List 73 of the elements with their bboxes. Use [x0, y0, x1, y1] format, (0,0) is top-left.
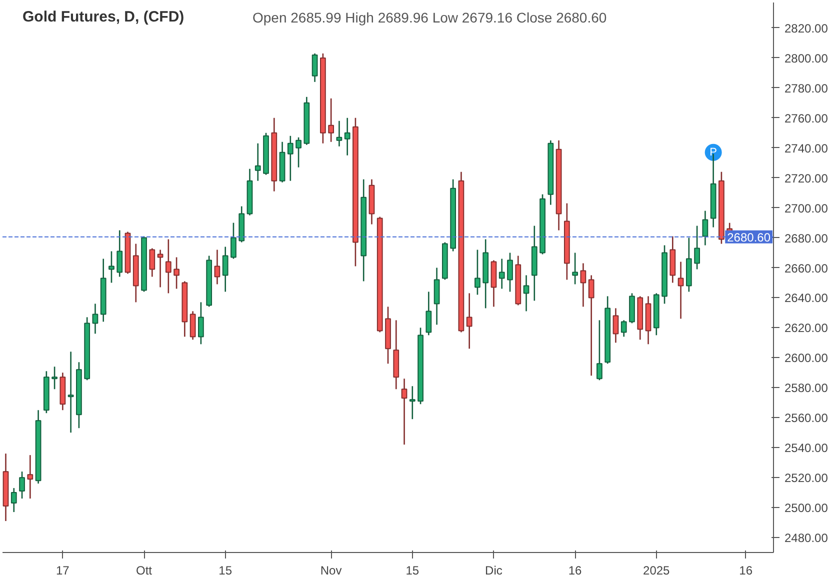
- x-tick-label: 16: [568, 564, 582, 578]
- candlestick: [466, 292, 472, 350]
- candlestick: [336, 120, 342, 148]
- x-tick-label: 15: [406, 564, 420, 578]
- y-tick-label: 2620.00: [784, 321, 828, 336]
- candlestick: [694, 225, 700, 270]
- candlestick: [198, 302, 204, 345]
- candlestick: [296, 136, 302, 168]
- candlestick: [287, 135, 294, 182]
- y-tick-label: 2480.00: [784, 531, 828, 546]
- x-tick-label: Nov: [320, 564, 342, 578]
- candlestick: [116, 230, 123, 278]
- x-tick-label: 15: [218, 564, 232, 578]
- x-tick-label: 2025: [643, 564, 670, 578]
- candlestick: [596, 320, 602, 381]
- x-tick-label: Ott: [136, 564, 153, 578]
- candlestick: [214, 249, 220, 285]
- x-tick-label: 16: [739, 564, 753, 578]
- text: Open 2685.99 High 2689.96 Low 2679.16 Close 2680.60: [252, 10, 607, 26]
- chart-title: Gold Futures, D, (CFD): [22, 8, 184, 26]
- y-tick-label: 2820.00: [784, 21, 828, 36]
- candlestick: [507, 252, 513, 292]
- candlestick: [678, 261, 684, 320]
- y-tick-label: 2740.00: [784, 141, 828, 156]
- candlestick: [702, 210, 708, 246]
- candlestick: [620, 320, 627, 338]
- candlestick: [174, 256, 180, 290]
- y-tick-label: 2500.00: [784, 501, 828, 516]
- candlestick: [52, 366, 58, 390]
- candlestick: [149, 248, 156, 278]
- candlestick: [401, 378, 408, 446]
- y-tick-label: 2640.00: [784, 291, 828, 306]
- y-tick-label: 2680.00: [784, 231, 828, 246]
- candlestick: [165, 238, 172, 294]
- candlestick: [409, 386, 416, 420]
- candlestick: [344, 117, 350, 156]
- y-tick-label: 2700.00: [784, 201, 828, 216]
- candlestick: [426, 291, 432, 336]
- y-tick-label: 2560.00: [784, 411, 828, 426]
- candlestick: [328, 98, 334, 143]
- candlestick: [588, 274, 594, 376]
- candlestick: [523, 274, 530, 312]
- candlestick: [572, 252, 578, 285]
- ref-line-label: 2680.60: [727, 230, 771, 244]
- y-tick-label: 2780.00: [784, 81, 828, 96]
- candlestick: [19, 470, 25, 500]
- candlestick: [108, 250, 114, 284]
- candlestick: [612, 308, 619, 344]
- y-tick-label: 2660.00: [784, 261, 828, 276]
- candlestick: [474, 249, 480, 296]
- y-tick-label: 2580.00: [784, 381, 828, 396]
- candlestick: [190, 310, 196, 340]
- candlestick: [10, 487, 17, 513]
- candlestick: [68, 351, 74, 434]
- x-tick-label: 17: [56, 564, 70, 578]
- y-tick-label: 2800.00: [784, 51, 828, 66]
- candlestick: [230, 222, 236, 260]
- candlestick: [157, 249, 164, 288]
- y-tick-label: 2760.00: [784, 111, 828, 126]
- y-tick-label: 2540.00: [784, 441, 828, 456]
- candlestick: [312, 52, 318, 83]
- annotation: P: [710, 146, 717, 158]
- candlestick: [222, 246, 228, 292]
- y-tick-label: 2520.00: [784, 471, 828, 486]
- y-tick-label: 2720.00: [784, 171, 828, 186]
- x-tick-label: Dic: [485, 564, 502, 578]
- candlestick: [92, 303, 98, 334]
- y-tick-label: 2600.00: [784, 351, 828, 366]
- candlestick: [27, 454, 34, 500]
- candlestick: [580, 262, 586, 308]
- candlestick: [254, 142, 261, 182]
- candlestick: [434, 267, 440, 326]
- candlestick: [498, 258, 505, 290]
